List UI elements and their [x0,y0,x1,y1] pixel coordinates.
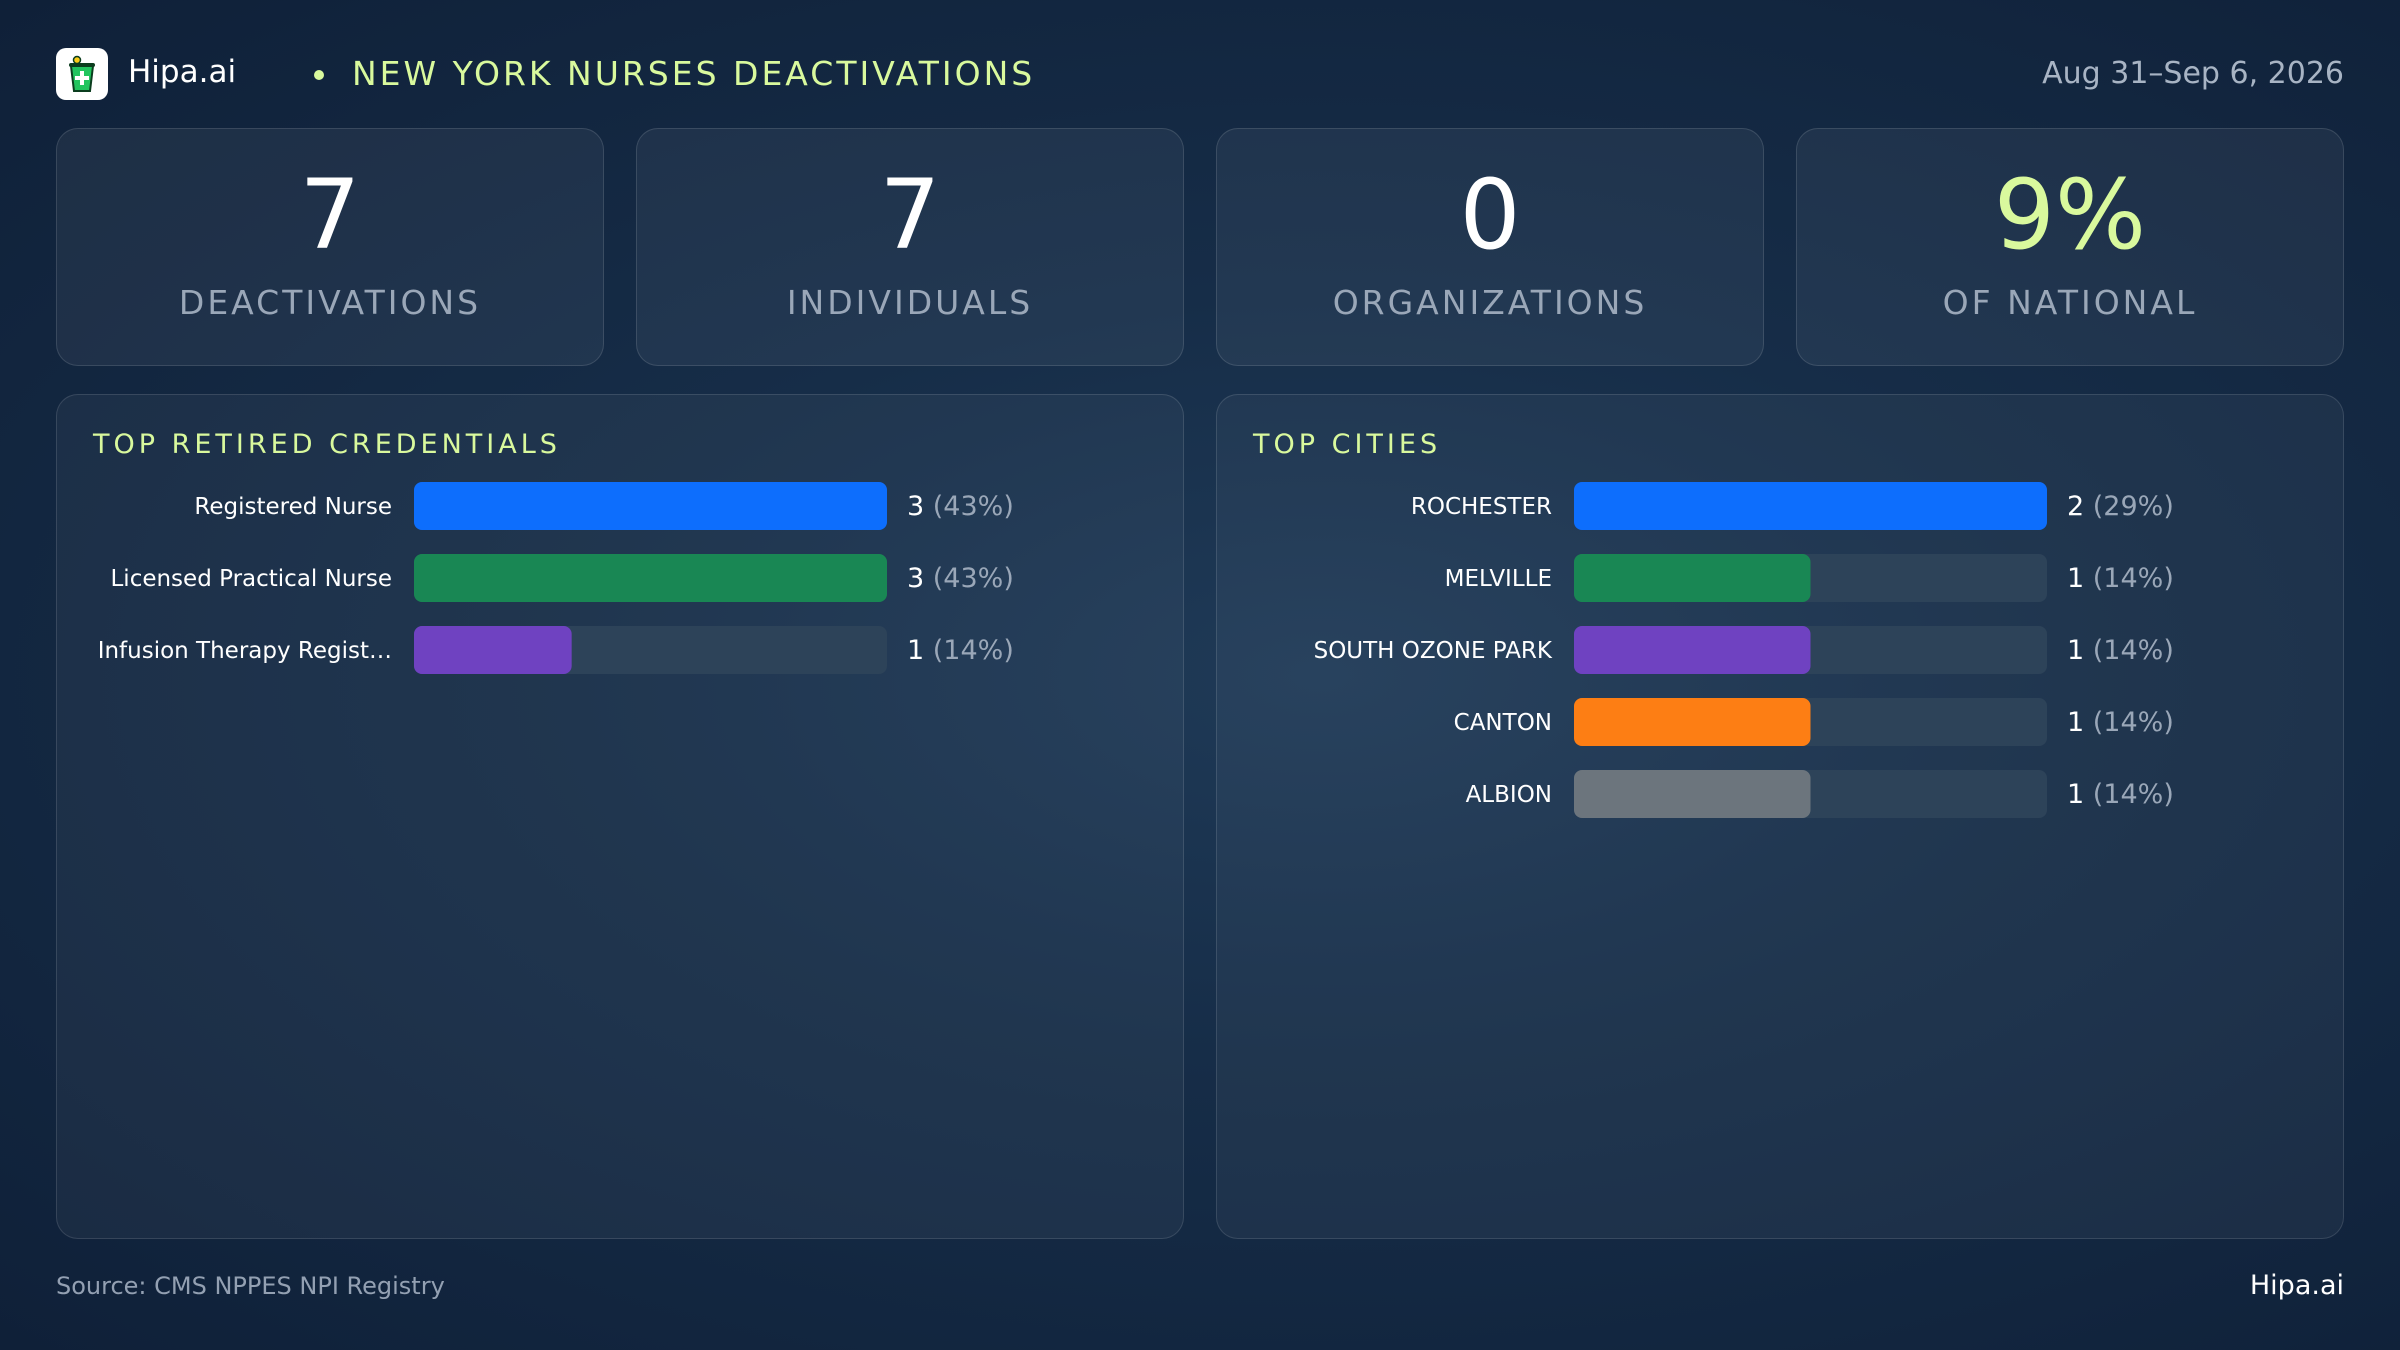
bar-value: 3 [907,491,924,522]
bar-percent: (43%) [924,491,1014,522]
kpi-card-deactivations: 7 DEACTIVATIONS [56,128,604,366]
kpi-value: 7 [879,159,941,271]
kpi-value: 9% [1993,159,2147,271]
bar-value: 1 [2067,779,2084,810]
panel-top-retired-credentials: TOP RETIRED CREDENTIALS Registered Nurse… [56,394,1184,1239]
bar-category-label: ROCHESTER [1411,494,1552,520]
bar-category-label: CANTON [1454,710,1552,736]
bar-value-label: 1 (14%) [2067,779,2174,810]
source-note: Source: CMS NPPES NPI Registry [56,1272,445,1300]
bar-percent: (43%) [924,563,1014,594]
bar-value: 2 [2067,491,2084,522]
bar [414,626,572,674]
bar-value-label: 1 (14%) [2067,563,2174,594]
cup-icon [69,55,95,92]
bar [1574,626,1811,674]
bar-percent: (14%) [2084,635,2174,666]
footer-brand: Hipa.ai [2249,1270,2344,1301]
bar-value-label: 1 (14%) [907,635,1014,666]
date-range: Aug 31–Sep 6, 2026 [2042,56,2344,91]
brand-name: Hipa.ai [128,54,237,90]
bar [1574,698,1811,746]
bar-value: 3 [907,563,924,594]
bar-category-label: MELVILLE [1445,566,1552,592]
report-title: NEW YORK NURSES DEACTIVATIONS [352,54,1036,93]
kpi-card-of-national: 9% OF NATIONAL [1796,128,2344,366]
panel-top-cities: TOP CITIES ROCHESTER 2 (29%) MELVILLE 1 (14… [1216,394,2344,1239]
bar-value: 1 [2067,635,2084,666]
kpi-value: 0 [1459,159,1521,271]
bar-value-label: 2 (29%) [2067,491,2174,522]
bar [414,482,887,530]
separator-dot [314,70,324,80]
kpi-label: INDIVIDUALS [786,283,1034,322]
header: Hipa.ai NEW YORK NURSES DEACTIVATIONS Au… [56,46,2344,102]
credentials-bar-chart: Registered Nurse 3 (43%) Licensed Practica… [98,482,1014,674]
bar-category-label: Infusion Therapy Regist… [98,638,392,664]
bar [1574,770,1811,818]
bar-value-label: 3 (43%) [907,491,1014,522]
cities-bar-chart: ROCHESTER 2 (29%) MELVILLE 1 (14%) SOUTH OZO… [1314,482,2174,818]
brand-logo [56,48,108,100]
kpi-label: OF NATIONAL [1942,283,2198,322]
bar-percent: (14%) [2084,779,2174,810]
bar [414,554,887,602]
kpi-card-organizations: 0 ORGANIZATIONS [1216,128,1764,366]
kpi-value: 7 [299,159,361,271]
bar-percent: (14%) [2084,707,2174,738]
bar-percent: (14%) [2084,563,2174,594]
panel-title: TOP CITIES [1253,429,1442,460]
kpi-label: ORGANIZATIONS [1332,283,1648,322]
bar-category-label: SOUTH OZONE PARK [1314,638,1553,664]
bar [1574,554,1811,602]
bar-value-label: 1 (14%) [2067,635,2174,666]
bar-value: 1 [2067,707,2084,738]
bar-percent: (29%) [2084,491,2174,522]
bar [1574,482,2047,530]
bar-category-label: Registered Nurse [194,494,392,520]
bar-value: 1 [2067,563,2084,594]
bar-category-label: Licensed Practical Nurse [110,566,392,592]
bar-value-label: 3 (43%) [907,563,1014,594]
bar-value: 1 [907,635,924,666]
kpi-card-individuals: 7 INDIVIDUALS [636,128,1184,366]
bar-value-label: 1 (14%) [2067,707,2174,738]
kpi-label: DEACTIVATIONS [178,283,482,322]
bar-percent: (14%) [924,635,1014,666]
bar-category-label: ALBION [1466,782,1552,808]
panel-title: TOP RETIRED CREDENTIALS [93,429,561,460]
